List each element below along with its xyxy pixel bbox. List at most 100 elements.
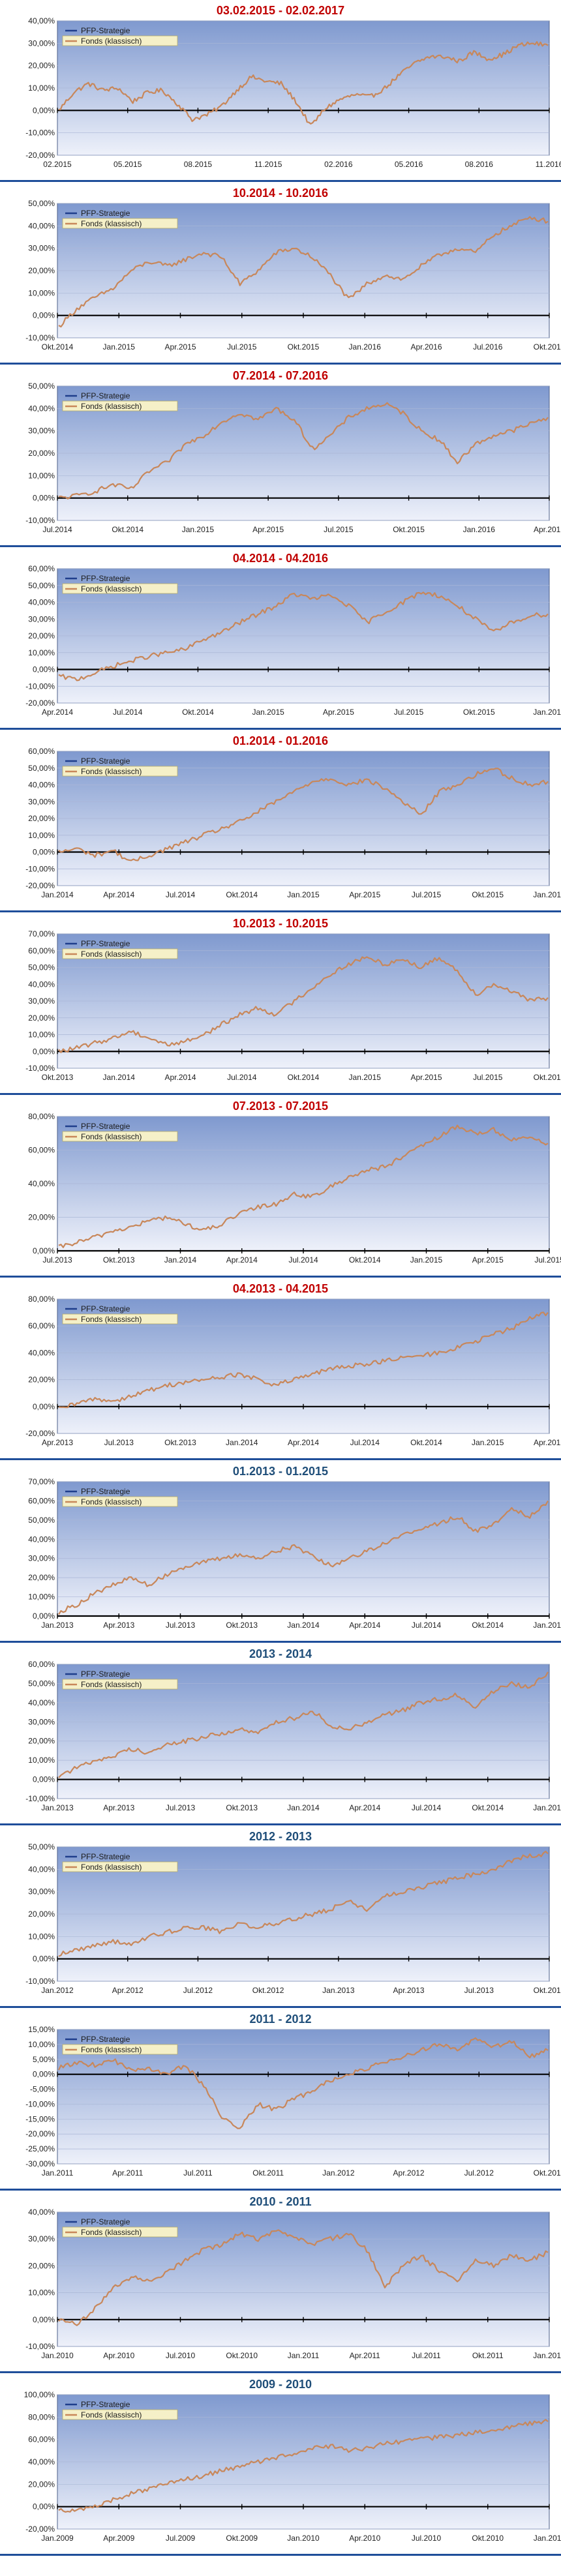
- y-tick-label: 0,00%: [33, 311, 55, 320]
- chart-title: 2009 - 2010: [249, 2378, 312, 2391]
- y-tick-label: 0,00%: [33, 1775, 55, 1784]
- x-tick-label: Jan.2013: [41, 1621, 74, 1630]
- x-tick-label: Okt.2014: [349, 1255, 381, 1265]
- panel-separator: [0, 1641, 561, 1643]
- x-tick-label: Jan.2015: [287, 890, 320, 899]
- legend-highlight: [62, 2226, 178, 2238]
- y-tick-label: 0,00%: [33, 2315, 55, 2324]
- legend-highlight: [62, 2409, 178, 2420]
- chart-panel: 03.02.2015 - 02.02.2017 40,00% 30,00% 20,00…: [0, 0, 561, 183]
- x-tick-label: Apr.2016: [410, 342, 442, 352]
- y-tick-label: -10,00%: [25, 128, 55, 138]
- y-tick-label: -10,00%: [25, 864, 55, 873]
- panel-separator: [0, 2554, 561, 2556]
- y-tick-label: 10,00%: [28, 471, 55, 480]
- line-chart: 50,00% 40,00% 30,00% 20,00% 10,00% 0,00% -10,0…: [25, 382, 561, 534]
- x-tick-label: Apr.2015: [252, 525, 284, 534]
- x-tick-label: Apr.2015: [164, 342, 196, 352]
- y-tick-label: 60,00%: [28, 1496, 55, 1505]
- x-tick-label: Okt.2013: [226, 1621, 258, 1630]
- x-tick-label: Okt.2013: [42, 1073, 74, 1082]
- panel-separator: [0, 2189, 561, 2191]
- chart-panel: 04.2014 - 04.2016 60,00% 50,00% 40,00% 30,00…: [0, 548, 561, 730]
- chart-panel: 2011 - 2012 15,00% 10,00% 5,00% 0,00% -5,00% -…: [0, 2009, 561, 2191]
- y-tick-label: 40,00%: [28, 1179, 55, 1188]
- legend-highlight: [62, 1131, 178, 1142]
- panel-separator: [0, 363, 561, 365]
- y-tick-label: 30,00%: [28, 996, 55, 1006]
- x-tick-label: Okt.2010: [472, 2534, 504, 2543]
- x-tick-label: 08.2015: [184, 160, 213, 169]
- x-tick-label: Jan.2016: [533, 890, 561, 899]
- series-line-fonds: [58, 402, 549, 500]
- series-line-fonds: [58, 216, 549, 328]
- panel-separator: [0, 1276, 561, 1278]
- x-tick-label: Okt.2014: [472, 1621, 504, 1630]
- y-tick-label: 40,00%: [28, 1348, 55, 1357]
- y-tick-label: -10,00%: [25, 333, 55, 342]
- panel-separator: [0, 2371, 561, 2373]
- panel-separator: [0, 1093, 561, 1095]
- legend-highlight: [62, 1861, 178, 1872]
- chart-panel: 2010 - 2011 40,00% 30,00% 20,00% 10,00% 0,00%…: [0, 2191, 561, 2374]
- y-tick-label: 30,00%: [28, 614, 55, 623]
- y-tick-label: 0,00%: [33, 665, 55, 674]
- x-tick-label: Jul.2013: [104, 1438, 134, 1447]
- x-tick-label: Jul.2015: [534, 1255, 561, 1265]
- legend-label: PFP-Strategie: [81, 1852, 130, 1861]
- x-tick-label: Jan.2012: [41, 1986, 74, 1995]
- y-tick-label: 60,00%: [28, 946, 55, 955]
- y-tick-label: 30,00%: [28, 1887, 55, 1896]
- y-tick-label: 40,00%: [28, 1698, 55, 1707]
- x-tick-label: Apr.2009: [103, 2534, 134, 2543]
- y-tick-label: 80,00%: [28, 1295, 55, 1304]
- line-chart: 70,00% 60,00% 50,00% 40,00% 30,00% 20,00% 10,0…: [28, 1477, 561, 1630]
- x-tick-label: Jan.2013: [41, 1803, 74, 1812]
- y-tick-label: 10,00%: [28, 83, 55, 93]
- legend-label: Fonds (klassisch): [81, 1315, 142, 1324]
- y-tick-label: 20,00%: [28, 1013, 55, 1023]
- legend-label: Fonds (klassisch): [81, 767, 142, 776]
- line-chart: 80,00% 60,00% 40,00% 20,00% 0,00%Jul.2013 Okt…: [28, 1112, 561, 1265]
- x-tick-label: Apr.2014: [226, 1255, 258, 1265]
- y-tick-label: 50,00%: [28, 764, 55, 773]
- legend-highlight: [62, 583, 178, 594]
- series-line-fonds: [58, 41, 549, 125]
- x-tick-label: Jul.2009: [166, 2534, 196, 2543]
- x-tick-label: Jul.2013: [42, 1255, 72, 1265]
- x-tick-label: Apr.2011: [350, 2351, 380, 2360]
- y-tick-label: 60,00%: [28, 1660, 55, 1669]
- x-tick-label: Apr.2014: [103, 890, 134, 899]
- x-tick-label: Jul.2014: [412, 1621, 442, 1630]
- chart-title: 01.2013 - 01.2015: [232, 1465, 329, 1478]
- y-tick-label: 60,00%: [28, 747, 55, 756]
- legend-label: PFP-Strategie: [81, 574, 130, 583]
- legend-label: PFP-Strategie: [81, 756, 130, 766]
- y-tick-label: 20,00%: [28, 814, 55, 823]
- x-tick-label: Apr.2010: [103, 2351, 134, 2360]
- panel-separator: [0, 180, 561, 182]
- x-tick-label: Jan.2009: [41, 2534, 74, 2543]
- y-tick-label: 30,00%: [28, 1554, 55, 1563]
- y-tick-label: -20,00%: [25, 2524, 55, 2534]
- chart-title: 2011 - 2012: [249, 2013, 312, 2026]
- y-tick-label: 0,00%: [33, 1611, 55, 1621]
- x-tick-label: Jan.2015: [410, 1255, 443, 1265]
- x-tick-label: Apr.2015: [349, 890, 380, 899]
- y-tick-label: 10,00%: [28, 2040, 55, 2049]
- y-tick-label: 10,00%: [28, 2288, 55, 2298]
- legend-label: Fonds (klassisch): [81, 2045, 142, 2054]
- legend-label: Fonds (klassisch): [81, 2228, 142, 2237]
- y-tick-label: -20,00%: [25, 1429, 55, 1438]
- chart-title: 2013 - 2014: [249, 1647, 312, 1660]
- x-tick-label: Okt.2015: [393, 525, 425, 534]
- legend-label: PFP-Strategie: [81, 1122, 130, 1131]
- y-tick-label: 0,00%: [33, 2070, 55, 2079]
- chart-title: 04.2014 - 04.2016: [232, 552, 329, 565]
- x-tick-label: Jan.2015: [533, 1803, 561, 1812]
